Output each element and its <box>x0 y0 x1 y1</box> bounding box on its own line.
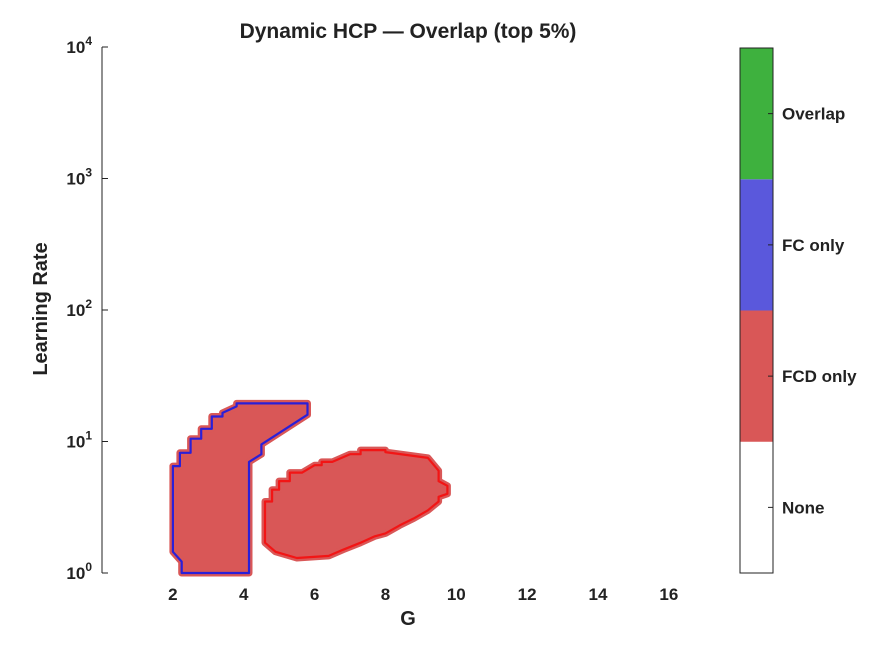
y-tick-label: 103 <box>66 166 92 189</box>
y-tick-label: 102 <box>66 297 92 320</box>
colorbar-swatch <box>740 48 773 180</box>
colorbar-swatch <box>740 310 773 442</box>
x-tick-label: 14 <box>589 585 608 604</box>
plot-regions <box>169 399 451 577</box>
y-tick-label: 100 <box>66 560 92 583</box>
colorbar-label: FCD only <box>782 367 857 386</box>
y-tick-label: 101 <box>66 429 92 452</box>
colorbar-label: Overlap <box>782 105 845 124</box>
colorbar-swatch <box>740 179 773 311</box>
x-tick-label: 16 <box>659 585 678 604</box>
x-tick-label: 10 <box>447 585 466 604</box>
colorbar-label: None <box>782 498 825 517</box>
x-axis: 2 4 6 8 10 12 14 16 <box>168 585 678 604</box>
colorbar-frame <box>739 47 774 574</box>
y-tick-label: 104 <box>66 34 92 57</box>
colorbar-label: FC only <box>782 236 845 255</box>
chart-title: Dynamic HCP — Overlap (top 5%) <box>240 20 577 43</box>
x-tick-label: 4 <box>239 585 249 604</box>
x-tick-label: 12 <box>518 585 537 604</box>
y-axis-label: Learning Rate <box>30 242 52 375</box>
y-axis: 100 101 102 103 104 <box>66 34 108 583</box>
x-tick-label: 8 <box>381 585 390 604</box>
x-tick-label: 6 <box>310 585 319 604</box>
x-axis-label: G <box>400 608 416 630</box>
region-1-outline <box>171 402 309 575</box>
region-2-outline <box>263 449 449 560</box>
colorbar: None FCD only FC only Overlap <box>739 47 857 574</box>
x-tick-label: 2 <box>168 585 177 604</box>
colorbar-swatch <box>740 441 773 573</box>
